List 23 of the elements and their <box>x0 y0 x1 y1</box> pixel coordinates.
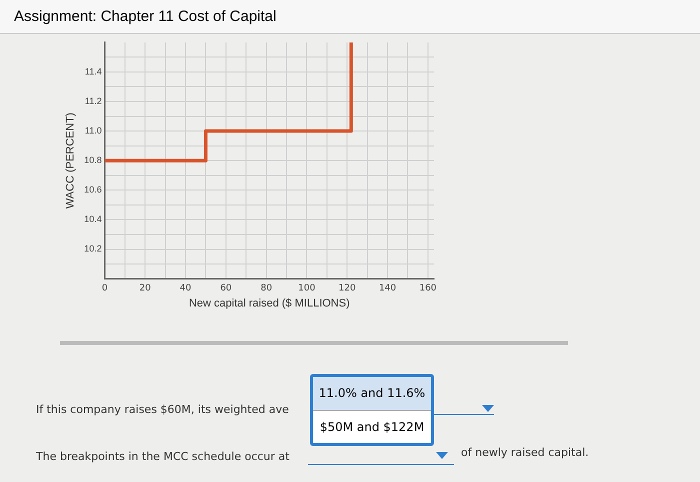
x-axis-title: New capital raised ($ MILLIONS) <box>188 297 350 310</box>
y-tick-label: 10.4 <box>84 214 102 224</box>
y-tick-label: 10.2 <box>84 244 102 254</box>
y-tick-label: 10.8 <box>84 155 102 166</box>
y-tick-label: 11.0 <box>84 126 102 136</box>
x-tick-label: 100 <box>298 284 316 294</box>
chart-title: Assignment: Chapter 11 Cost of Capital <box>0 0 700 34</box>
x-tick-label: 80 <box>260 284 272 294</box>
y-tick-label: 10.6 <box>84 184 102 195</box>
x-tick-label: 140 <box>378 284 396 294</box>
text: of newly raised capital. <box>461 446 589 459</box>
y-tick-label: 11.4 <box>84 66 102 76</box>
y-axis-title: WACC (PERCENT) <box>64 112 77 209</box>
x-tick-label: 60 <box>220 284 232 294</box>
x-tick-label: 0 <box>102 284 108 294</box>
x-tick-label: 160 <box>419 284 437 294</box>
x-tick-label: 120 <box>338 284 356 294</box>
x-tick-label: 40 <box>180 284 192 294</box>
text: The breakpoints in the MCC schedule occur at <box>36 450 290 463</box>
text: If this company raises $60M, its weighted ave <box>36 403 289 416</box>
y-tick-label: 11.2 <box>84 96 102 106</box>
x-tick-label: 20 <box>139 284 152 294</box>
dropdown-menu: 11.0% and 11.6% $50M and $122M <box>310 374 434 446</box>
